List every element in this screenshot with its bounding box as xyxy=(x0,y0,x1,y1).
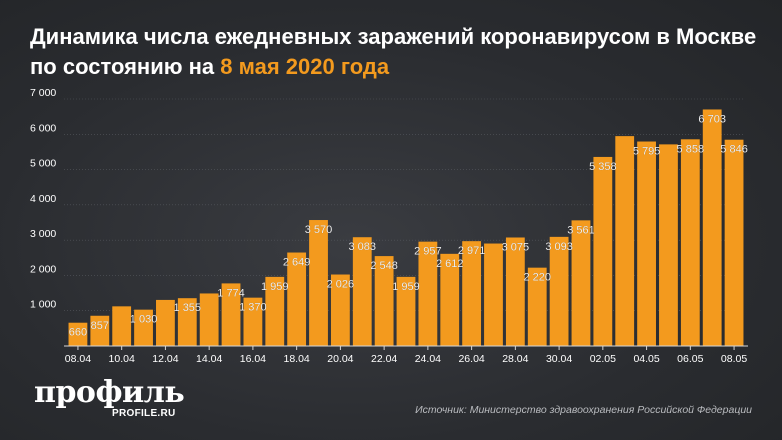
bar xyxy=(374,256,394,346)
y-tick-label: 6 000 xyxy=(30,122,56,134)
bar xyxy=(680,139,700,346)
bar xyxy=(615,136,635,346)
data-label: 1 370 xyxy=(239,302,267,314)
bar xyxy=(68,322,88,346)
bar xyxy=(309,220,328,346)
x-tick-label: 08.05 xyxy=(721,353,747,365)
x-tick-label: 20.04 xyxy=(327,353,353,365)
bar xyxy=(287,252,307,346)
bar xyxy=(659,144,678,346)
x-tick-label: 14.04 xyxy=(196,353,222,365)
x-tick-label: 24.04 xyxy=(415,353,441,365)
bar xyxy=(134,309,153,346)
bar xyxy=(549,236,569,346)
bar xyxy=(199,293,219,346)
bar xyxy=(702,109,722,346)
data-label: 1 774 xyxy=(217,287,245,299)
bar xyxy=(396,276,416,346)
data-label: 3 561 xyxy=(567,224,595,236)
data-label: 5 795 xyxy=(633,146,661,158)
data-label: 1 959 xyxy=(261,281,289,293)
bar xyxy=(724,139,744,346)
y-tick-label: 7 000 xyxy=(30,87,56,99)
data-label: 2 971 xyxy=(458,245,486,257)
data-label: 2 612 xyxy=(436,258,464,270)
x-tick-label: 08.04 xyxy=(65,353,91,365)
y-tick-label: 1 000 xyxy=(30,299,56,311)
bar xyxy=(112,306,132,346)
data-label: 5 846 xyxy=(720,144,748,156)
data-label: 3 083 xyxy=(348,241,376,253)
bar xyxy=(352,237,372,346)
title-highlight-date: 8 мая 2020 года xyxy=(220,54,390,79)
x-tick-label: 10.04 xyxy=(109,353,135,365)
bar xyxy=(156,299,175,346)
data-label: 2 957 xyxy=(414,246,442,258)
bar xyxy=(571,220,591,346)
data-label: 660 xyxy=(69,327,87,339)
bar xyxy=(637,141,656,346)
bar xyxy=(484,243,503,346)
data-label: 3 093 xyxy=(545,241,573,253)
bar xyxy=(418,241,438,346)
bar xyxy=(177,298,197,346)
x-tick-label: 18.04 xyxy=(284,353,310,365)
data-label: 2 548 xyxy=(370,260,398,272)
bar xyxy=(265,276,285,346)
data-label: 2 220 xyxy=(523,272,551,284)
bar xyxy=(527,267,547,346)
bar xyxy=(462,241,482,346)
bar xyxy=(90,315,110,346)
data-label: 1 030 xyxy=(130,314,158,326)
data-label: 2 649 xyxy=(283,257,311,269)
data-label: 5 358 xyxy=(589,161,617,173)
x-tick-label: 26.04 xyxy=(458,353,484,365)
data-label: 1 355 xyxy=(174,302,202,314)
data-label: 3 570 xyxy=(305,224,333,236)
data-label: 6 703 xyxy=(698,113,726,125)
data-label: 5 858 xyxy=(677,143,705,155)
bar xyxy=(243,297,263,346)
data-label: 857 xyxy=(91,320,109,332)
bar xyxy=(221,283,241,346)
y-tick-label: 4 000 xyxy=(30,193,56,205)
bar xyxy=(330,274,350,346)
source-note: Источник: Министерство здравоохранения Р… xyxy=(415,404,752,416)
x-tick-label: 12.04 xyxy=(152,353,178,365)
bar xyxy=(440,253,460,346)
bar xyxy=(593,156,613,346)
x-tick-label: 28.04 xyxy=(502,353,528,365)
data-label: 1 959 xyxy=(392,281,420,293)
chart-title: Динамика числа ежедневных заражений коро… xyxy=(30,22,770,82)
bar xyxy=(505,237,525,346)
x-tick-label: 16.04 xyxy=(240,353,266,365)
y-tick-label: 3 000 xyxy=(30,228,56,240)
x-tick-label: 02.05 xyxy=(590,353,616,365)
data-label: 2 026 xyxy=(327,279,355,291)
data-label: 3 075 xyxy=(502,241,530,253)
profile-logo-site: PROFILE.RU xyxy=(112,408,176,419)
x-tick-label: 04.05 xyxy=(633,353,659,365)
profile-logo: профиль xyxy=(34,375,185,410)
x-tick-label: 22.04 xyxy=(371,353,397,365)
x-tick-label: 06.05 xyxy=(677,353,703,365)
y-tick-label: 2 000 xyxy=(30,263,56,275)
y-tick-label: 5 000 xyxy=(30,158,56,170)
title-main: Динамика числа ежедневных заражений коро… xyxy=(30,24,757,79)
x-tick-label: 30.04 xyxy=(546,353,572,365)
